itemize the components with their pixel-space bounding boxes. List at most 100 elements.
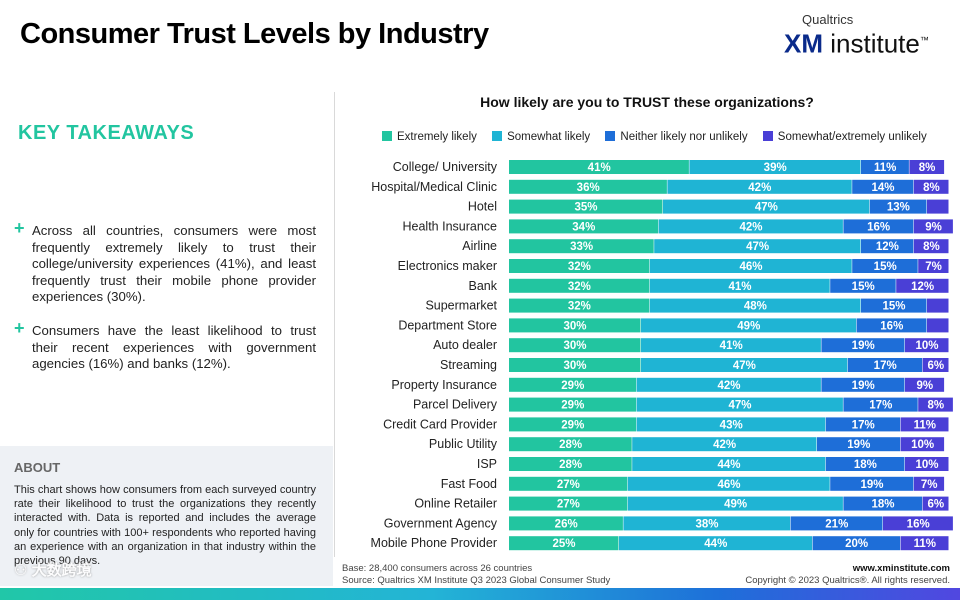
legend-label: Somewhat likely bbox=[507, 131, 591, 143]
bar-segment bbox=[509, 476, 628, 491]
logo-trademark: ™ bbox=[919, 35, 929, 45]
legend-swatch bbox=[762, 131, 773, 141]
key-takeaways-heading: KEY TAKEAWAYS bbox=[18, 122, 195, 144]
about-panel: ABOUT This chart shows how consumers fro… bbox=[0, 446, 333, 586]
bar-segment bbox=[847, 358, 923, 372]
bar-segment bbox=[509, 239, 654, 254]
bar-segment bbox=[509, 397, 637, 412]
bar-segment bbox=[509, 437, 632, 452]
data-label: 29% bbox=[561, 380, 584, 392]
bar-segment bbox=[509, 219, 659, 234]
bar-segment bbox=[861, 239, 914, 254]
column-divider bbox=[334, 92, 335, 557]
watermark-logo: ⚇ 大数跨境 bbox=[14, 562, 92, 579]
category-label: ISP bbox=[477, 457, 497, 471]
data-label: 20% bbox=[845, 538, 868, 550]
category-label: Department Store bbox=[398, 318, 497, 332]
stacked-bar-chart: College/ University 41% 39% 11% 8% Hospital/M… bbox=[371, 160, 953, 551]
data-label: 41% bbox=[720, 340, 743, 352]
bar-segment bbox=[856, 318, 927, 333]
bar-segment bbox=[658, 219, 843, 234]
data-label: 12% bbox=[876, 241, 899, 253]
bar-segment bbox=[632, 437, 817, 452]
data-label: 34% bbox=[572, 221, 595, 233]
data-label: 42% bbox=[748, 182, 771, 194]
data-label: 16% bbox=[880, 320, 903, 332]
category-label: Supermarket bbox=[425, 299, 497, 313]
data-label: 8% bbox=[927, 400, 944, 412]
data-label: 46% bbox=[717, 479, 740, 491]
data-label: 11% bbox=[874, 162, 896, 174]
bar-segment bbox=[627, 496, 843, 511]
data-label: 32% bbox=[568, 261, 591, 273]
bar-segment bbox=[913, 239, 949, 254]
data-label: 17% bbox=[852, 419, 875, 431]
data-label: 9% bbox=[925, 221, 942, 233]
bar-segment bbox=[649, 278, 830, 293]
bar-segment bbox=[636, 417, 826, 432]
data-label: 10% bbox=[915, 340, 938, 352]
data-label: 17% bbox=[874, 360, 897, 372]
bar-segment bbox=[509, 160, 689, 174]
bar-segment bbox=[654, 239, 861, 254]
bar-segment bbox=[509, 338, 641, 353]
data-label: 26% bbox=[555, 518, 578, 530]
chart-title: How likely are you to TRUST these organi… bbox=[480, 94, 814, 110]
bar-segment bbox=[900, 437, 945, 452]
bar-segment bbox=[509, 278, 650, 293]
data-label: 8% bbox=[923, 241, 940, 253]
bar-segment bbox=[821, 338, 905, 353]
category-label: Bank bbox=[469, 279, 498, 293]
data-label: 16% bbox=[867, 221, 890, 233]
bar-segment bbox=[509, 516, 623, 531]
bar-segment bbox=[619, 536, 813, 551]
data-label: 21% bbox=[825, 518, 848, 530]
data-label: 15% bbox=[852, 281, 875, 293]
data-label: 35% bbox=[574, 202, 597, 214]
data-label: 17% bbox=[869, 400, 892, 412]
data-label: 8% bbox=[923, 182, 940, 194]
source-note: Source: Qualtrics XM Institute Q3 2023 G… bbox=[342, 575, 611, 586]
logo-qualtrics-text: Qualtrics bbox=[802, 12, 854, 27]
base-note: Base: 28,400 consumers across 26 countri… bbox=[342, 563, 533, 574]
legend-item-unlikely: Somewhat/extremely unlikely bbox=[762, 131, 927, 143]
data-label: 19% bbox=[852, 340, 875, 352]
data-label: 41% bbox=[728, 281, 751, 293]
bar-segment bbox=[913, 179, 949, 194]
about-heading: ABOUT bbox=[14, 460, 61, 475]
bar-segment bbox=[927, 298, 949, 313]
copyright-text: Copyright © 2023 Qualtrics®. All rights … bbox=[745, 575, 950, 586]
bar-segment bbox=[790, 516, 883, 531]
bar-segment bbox=[623, 516, 791, 531]
plus-icon: + bbox=[14, 318, 25, 338]
logo-xm-institute-text: XM institute™ bbox=[784, 27, 942, 57]
bar-segment bbox=[843, 496, 923, 511]
page-title: Consumer Trust Levels by Industry bbox=[20, 18, 489, 50]
bar-segment bbox=[909, 160, 945, 174]
category-label: Electronics maker bbox=[398, 259, 497, 273]
bar-segment bbox=[896, 278, 949, 293]
category-label: Property Insurance bbox=[391, 378, 497, 392]
chart-legend: Extremely likely Somewhat likely Neither… bbox=[382, 131, 939, 143]
takeaway-bullet-2: + Consumers have the least likelihood to… bbox=[14, 318, 316, 373]
category-label: Hotel bbox=[468, 200, 497, 214]
bar-segment bbox=[900, 536, 949, 551]
data-label: 32% bbox=[568, 301, 591, 313]
data-label: 42% bbox=[739, 221, 762, 233]
data-label: 32% bbox=[568, 281, 591, 293]
qualtrics-xm-institute-logo: Qualtrics XM institute™ bbox=[772, 12, 942, 57]
takeaway-text-2: Consumers have the least likelihood to t… bbox=[32, 323, 316, 371]
bar-segment bbox=[830, 476, 914, 491]
logo-xm: XM bbox=[784, 28, 823, 59]
legend-swatch bbox=[382, 131, 392, 141]
logo-institute: institute bbox=[830, 28, 920, 59]
data-label: 9% bbox=[916, 380, 933, 392]
bar-segment bbox=[509, 496, 628, 511]
bar-segment bbox=[817, 437, 901, 452]
data-label: 8% bbox=[919, 162, 936, 174]
data-label: 19% bbox=[852, 380, 875, 392]
legend-swatch bbox=[605, 131, 616, 141]
bar-segment bbox=[667, 179, 852, 194]
data-label: 18% bbox=[871, 499, 894, 511]
data-label: 38% bbox=[695, 518, 718, 530]
